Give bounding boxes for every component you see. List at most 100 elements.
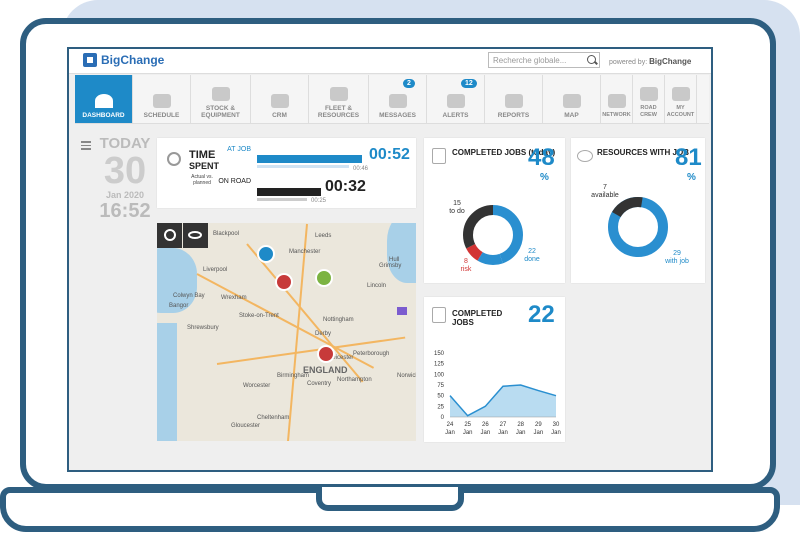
count-badge: 2 [403,79,415,88]
map-town-label: Worcester [243,383,271,389]
nav-item-stock-equipment[interactable]: STOCK & EQUIPMENT [191,75,251,123]
resources-card[interactable]: RESOURCES WITH JOB 81 % 7 available 29 w… [571,138,705,283]
completed-today-card[interactable]: COMPLETED JOBS (today) 48 % 15 to do 8 r… [424,138,565,283]
powered-by: powered by: BigChange [609,57,691,66]
withjob-count: 29 [673,250,681,257]
search-icon [164,229,176,241]
nav-item-schedule[interactable]: SCHEDULE [133,75,191,123]
nav-label: MAP [564,112,579,119]
map-town-label: Manchester [289,249,321,255]
date-panel: TODAY 30 Jan 2020 16:52 [97,135,153,223]
map-town-label: Nottingham [323,317,354,323]
resources-percent: 81 [675,144,702,171]
todo-label: to do [449,208,465,215]
month-year: Jan 2020 [105,190,145,200]
donut-todo-segment [463,205,523,265]
resources-pct-sign: % [687,172,696,183]
withjob-label: with job [665,258,689,265]
speedometer-icon [94,94,113,108]
nav-item-messages[interactable]: MESSAGES 2 [369,75,427,123]
nav-item-dashboard[interactable]: DASHBOARD [75,75,133,123]
nav-item-network[interactable]: NETWORK [601,75,633,123]
risk-legend: 8 risk [454,258,478,274]
laptop-notch [316,487,464,511]
map-town-label: Cheltenham [257,415,290,421]
vehicle-pin-red[interactable] [317,345,335,363]
search-icon[interactable] [587,55,596,64]
vehicle-pin-red[interactable] [275,273,293,291]
nav-item-alerts[interactable]: ALERTS 12 [427,75,485,123]
on-road-planned-bar [257,198,307,201]
resources-title: RESOURCES WITH JOB [597,148,690,157]
stopwatch-icon [167,152,181,166]
nav-label: MY ACCOUNT [666,105,695,118]
area-fill [450,385,556,417]
nav-label: ALERTS [442,112,469,119]
time-spent-title-2: SPENT [189,161,220,171]
nav-item-reports[interactable]: REPORTS [485,75,543,123]
nav-label: MESSAGES [379,112,416,119]
completed-jobs-card[interactable]: COMPLETED JOBS 22 150 125 100 75 50 25 0 24 Jan 2… [424,297,565,442]
day-number: 30 [103,150,147,192]
clipboard-icon [432,307,446,323]
at-job-planned: 00:46 [353,166,369,172]
road-crew-icon [639,87,658,101]
eye-icon [188,231,202,239]
map-town-label: Peterborough [353,351,390,357]
completed-jobs-value: 22 [528,301,555,328]
nav-label: STOCK & EQUIPMENT [201,105,240,119]
available-count: 7 [603,184,607,191]
nav-item-road-crew[interactable]: ROAD CREW [633,75,665,123]
map-town-label: Hull [389,257,400,263]
completed-jobs-chart: 150 125 100 75 50 25 024 Jan 25 Jan 26 Jan 27 Jan 28 Ja… [434,351,561,436]
view-toggle-button[interactable] [183,223,208,248]
handshake-icon [270,94,289,108]
at-job-planned-bar [257,165,350,168]
map-widget[interactable]: Blackpool Leeds Liverpool Manchester Hull Gri… [157,223,416,441]
flag-icon[interactable] [397,307,407,315]
count-badge: 12 [461,79,477,88]
zoom-search-button[interactable] [157,223,182,248]
brand-name: BigChange [101,53,165,67]
map-town-label: Grimsby [379,263,402,269]
nav-label: CRM [272,112,287,119]
resources-donut [607,197,668,257]
nav-label: ROAD CREW [640,105,657,118]
menu-icon[interactable] [81,141,91,152]
driver-icon [329,87,348,101]
brand-logo[interactable]: BigChange [83,53,164,67]
people-icon [577,150,593,162]
vehicle-pin-green[interactable] [315,269,333,287]
main-nav: DASHBOARD SCHEDULE STOCK & EQUIPMENT CRM FLE… [75,75,709,124]
x-tick-month: Jan [516,430,526,436]
compass-icon [562,94,581,108]
nav-item-fleet-resources[interactable]: FLEET & RESOURCES [309,75,369,123]
vehicle-pin-blue[interactable] [257,245,275,263]
map-town-label: Coventry [307,381,332,387]
nav-item-map[interactable]: MAP [543,75,601,123]
series-line [449,384,557,417]
bigchange-logo-icon [83,53,97,67]
on-road-label: ON ROAD [218,178,251,185]
nav-item-my-account[interactable]: MY ACCOUNT [665,75,697,123]
map-town-label: Blackpool [213,231,240,237]
time-spent-card[interactable]: TIME SPENT Actual vs. planned AT JOB 00:… [157,138,416,208]
calendar-icon [152,94,171,108]
y-tick-label: 125 [434,362,445,368]
envelope-icon [388,94,407,108]
search-input[interactable]: Recherche globale... [488,52,600,68]
header-bar: BigChange Recherche globale... powered b… [69,49,711,74]
on-road-time: 00:32 [325,178,366,195]
map-town-label: Leicester [329,355,354,361]
todo-count: 15 [453,200,461,207]
map-town-label: Bangor [169,303,189,309]
x-tick-label: 27 [500,422,507,428]
time-spent-subtitle: Actual vs. planned [191,174,213,186]
x-tick-month: Jan [498,430,508,436]
powered-by-label: powered by: [609,59,648,66]
map-town-label: Derby [315,331,332,337]
available-legend: 7 available [585,184,625,200]
nav-item-crm[interactable]: CRM [251,75,309,123]
completed-donut [463,205,523,265]
done-legend: 22 done [520,248,544,264]
